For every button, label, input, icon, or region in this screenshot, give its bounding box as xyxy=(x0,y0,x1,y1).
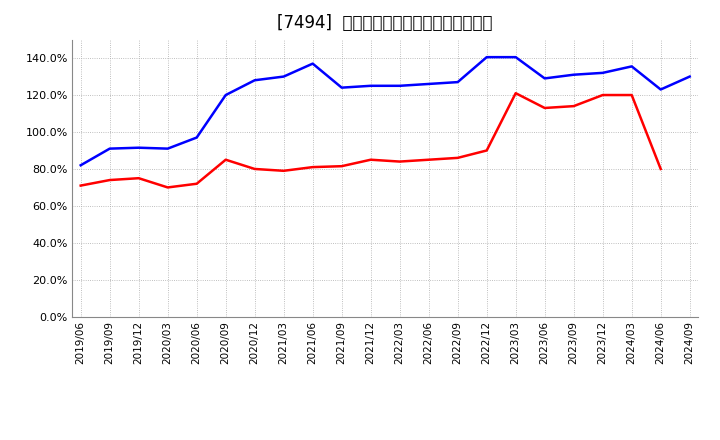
固定長期適合率 xyxy=(657,166,665,172)
固定比率 xyxy=(424,81,433,87)
固定長期適合率 xyxy=(76,183,85,188)
固定長期適合率 xyxy=(135,176,143,181)
固定長期適合率 xyxy=(163,185,172,190)
固定長期適合率 xyxy=(511,91,520,96)
固定比率 xyxy=(598,70,607,76)
固定長期適合率 xyxy=(454,155,462,161)
固定長期適合率 xyxy=(221,157,230,162)
固定比率 xyxy=(511,55,520,60)
固定長期適合率 xyxy=(308,165,317,170)
固定比率 xyxy=(221,92,230,98)
固定長期適合率 xyxy=(424,157,433,162)
固定長期適合率 xyxy=(395,159,404,164)
固定長期適合率 xyxy=(627,92,636,98)
固定比率 xyxy=(279,74,288,79)
固定比率 xyxy=(163,146,172,151)
固定比率 xyxy=(308,61,317,66)
固定比率 xyxy=(570,72,578,77)
固定長期適合率 xyxy=(570,103,578,109)
固定比率 xyxy=(627,64,636,69)
固定長期適合率 xyxy=(366,157,375,162)
固定比率 xyxy=(76,163,85,168)
固定比率 xyxy=(685,74,694,79)
固定比率 xyxy=(482,55,491,60)
固定比率 xyxy=(192,135,201,140)
固定比率 xyxy=(135,145,143,150)
Line: 固定長期適合率: 固定長期適合率 xyxy=(81,93,661,187)
固定長期適合率 xyxy=(192,181,201,187)
固定長期適合率 xyxy=(251,166,259,172)
固定比率 xyxy=(251,77,259,83)
Title: [7494]  固定比率、固定長期適合率の推移: [7494] 固定比率、固定長期適合率の推移 xyxy=(277,15,493,33)
固定比率 xyxy=(541,76,549,81)
固定長期適合率 xyxy=(482,148,491,153)
固定長期適合率 xyxy=(105,177,114,183)
固定比率 xyxy=(395,83,404,88)
固定長期適合率 xyxy=(541,105,549,110)
固定長期適合率 xyxy=(338,164,346,169)
固定長期適合率 xyxy=(598,92,607,98)
固定比率 xyxy=(454,80,462,85)
固定比率 xyxy=(657,87,665,92)
固定長期適合率 xyxy=(279,168,288,173)
固定比率 xyxy=(366,83,375,88)
固定比率 xyxy=(105,146,114,151)
Line: 固定比率: 固定比率 xyxy=(81,57,690,165)
固定比率 xyxy=(338,85,346,90)
